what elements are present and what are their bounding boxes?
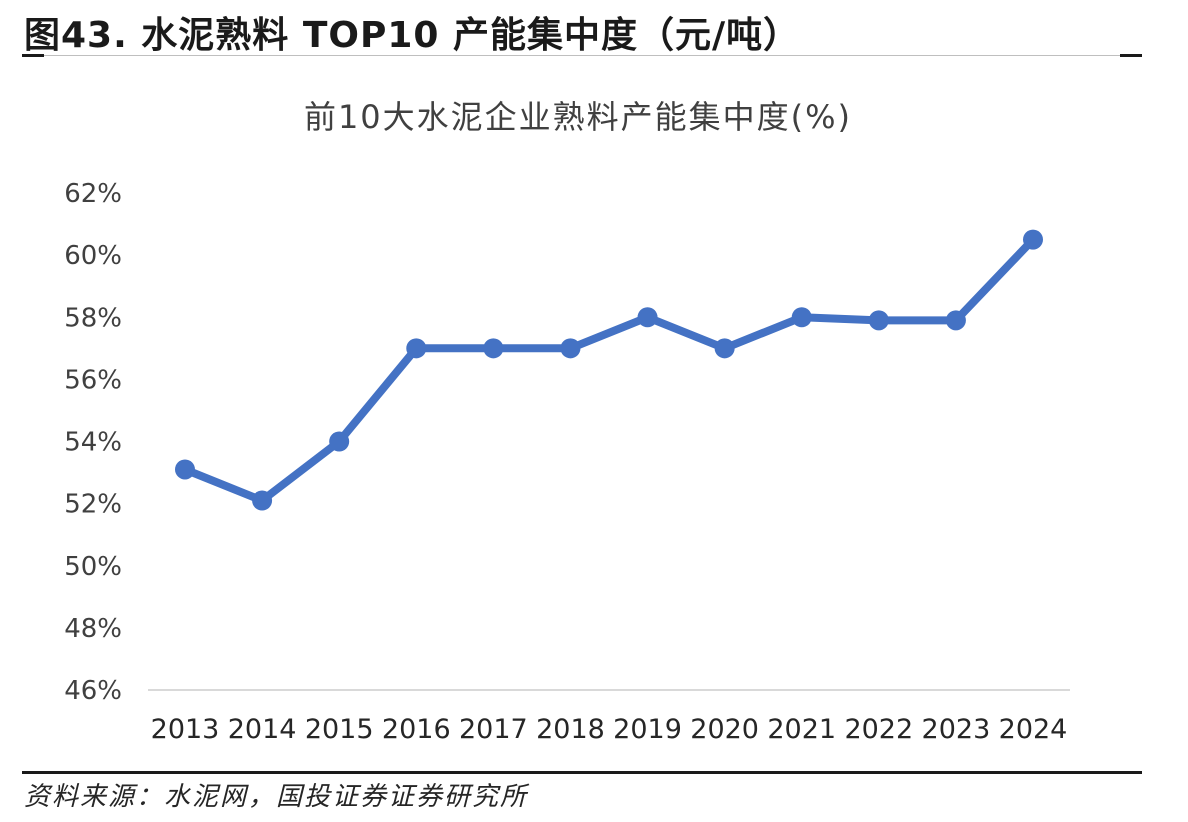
y-tick-label: 56% <box>64 365 122 395</box>
x-axis: 2013 2014 2015 2016 2017 2018 2019 2020 2021 2022… <box>148 689 1070 745</box>
data-point-2013 <box>175 459 195 480</box>
data-point-2020 <box>714 338 735 359</box>
x-tick-label: 2023 <box>922 714 991 745</box>
figure-title: 图43. 水泥熟料 TOP10 产能集中度（元/吨） <box>24 15 801 56</box>
data-point-2021 <box>791 307 812 328</box>
y-tick-label: 58% <box>64 303 122 333</box>
data-point-2023 <box>945 310 966 331</box>
data-point-2019 <box>637 307 658 328</box>
x-tick-label: 2016 <box>382 714 451 745</box>
y-tick-label: 50% <box>64 552 122 582</box>
source-note: 资料来源：水泥网，国投证券证券研究所 <box>24 782 529 812</box>
y-tick-label: 48% <box>64 614 122 644</box>
data-point-2015 <box>329 431 350 452</box>
x-tick-label: 2021 <box>767 714 836 745</box>
x-tick-label: 2013 <box>151 714 220 745</box>
footer-rule <box>22 771 1142 774</box>
x-tick-label: 2014 <box>228 714 297 745</box>
y-tick-label: 46% <box>64 676 122 706</box>
plot-area <box>175 229 1043 511</box>
x-tick-label: 2024 <box>999 714 1068 745</box>
series-line <box>181 235 1037 505</box>
header-rule-left-tick <box>22 54 44 57</box>
y-tick-label: 52% <box>64 490 122 520</box>
data-point-2016 <box>406 338 427 359</box>
y-axis: 46% 48% 50% 52% 54% 56% 58% 60% 62% <box>64 179 122 706</box>
x-tick-label: 2019 <box>613 714 682 745</box>
data-point-2022 <box>868 310 889 331</box>
y-tick-label: 60% <box>64 241 122 271</box>
header-rule <box>22 55 1142 56</box>
x-tick-label: 2018 <box>536 714 605 745</box>
x-tick-label: 2020 <box>690 714 759 745</box>
data-point-2017 <box>483 338 504 359</box>
data-point-2014 <box>252 490 273 511</box>
y-tick-label: 54% <box>64 428 122 458</box>
x-tick-label: 2015 <box>305 714 374 745</box>
line-chart: 前10大水泥企业熟料产能集中度(%) 46% 48% 50% 52% 54% 56% 58%… <box>64 98 1070 745</box>
x-tick-label: 2022 <box>844 714 913 745</box>
y-tick-label: 62% <box>64 179 122 209</box>
x-tick-label: 2017 <box>459 714 528 745</box>
header-rule-right-tick <box>1120 54 1142 57</box>
data-point-2024 <box>1023 229 1043 250</box>
data-point-2018 <box>560 338 581 359</box>
figure-header: 图43. 水泥熟料 TOP10 产能集中度（元/吨） <box>22 0 1142 58</box>
chart-title: 前10大水泥企业熟料产能集中度(%) <box>304 98 852 136</box>
